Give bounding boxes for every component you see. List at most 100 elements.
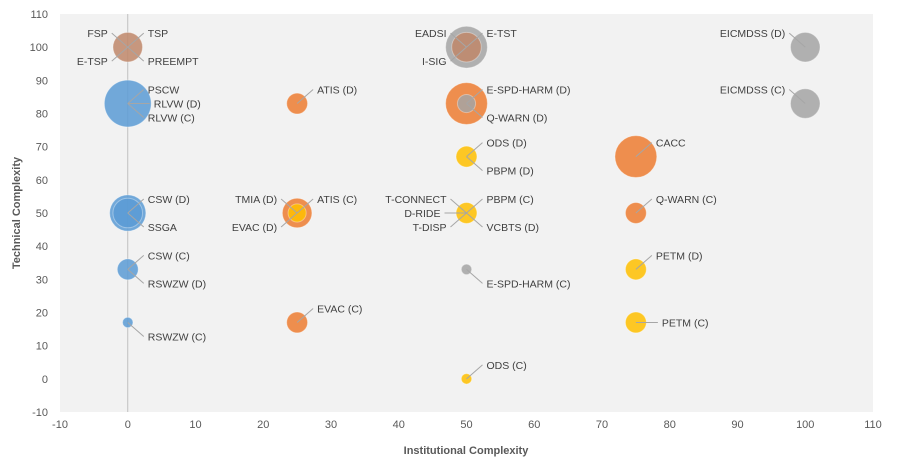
point-label: ODS (D) [487,138,527,150]
point-labels: FSP TSP PREEMPT E-TSP PSCW RLVW (D) RLVW (C) CS… [77,28,806,380]
label-leader-line [466,142,483,157]
x-tick-label: 40 [393,419,405,431]
label-leader-line [635,255,653,270]
point-label: FSP [87,28,107,40]
label-leader-line [450,46,467,62]
point-label: RSWZW (C) [148,331,206,343]
point-label: T-DISP [413,222,447,234]
point-label: PBPM (D) [487,166,534,178]
label-leader-line [466,103,483,118]
y-tick-label: 100 [30,42,48,54]
y-axis-title: Technical Complexity [11,156,23,269]
x-tick-label: 80 [664,419,676,431]
label-leader-line [127,255,145,270]
point-label: CSW (D) [148,194,190,206]
point-label: PETM (D) [656,250,703,262]
point-label: E-TSP [77,56,108,68]
point-label: RSWZW (D) [148,278,206,290]
point-label: PETM (C) [662,317,709,329]
y-tick-label: 80 [36,109,48,121]
label-leader-line [450,198,467,214]
point-label: EVAC (D) [232,222,277,234]
x-tick-label: 20 [257,419,269,431]
x-axis-title: Institutional Complexity [404,445,530,457]
x-tick-label: 10 [189,419,201,431]
point-label: PSCW [148,85,180,97]
x-tick-label: 110 [864,419,882,431]
point-label: EADSI [415,28,447,40]
label-leader-line [127,198,145,214]
point-label: EICMDSS (C) [720,85,785,97]
point-label: RLVW (C) [148,113,195,125]
label-leader-line [127,322,145,337]
y-tick-label: 110 [30,9,48,21]
label-leader-line [466,269,483,284]
label-leader-line [466,198,483,214]
y-tick-label: 20 [36,308,48,320]
label-leader-line [450,212,467,228]
x-tick-label: 70 [596,419,608,431]
label-leader-line [788,89,806,104]
label-leader-line [450,32,467,48]
y-tick-label: 60 [36,175,48,187]
point-label: RLVW (D) [154,99,201,111]
y-tick-label: 50 [36,208,48,220]
x-tick-label: 60 [528,419,540,431]
label-leader-line [280,212,298,228]
y-tick-label: 90 [36,75,48,87]
point-label: SSGA [148,222,177,234]
point-label: EVAC (C) [317,303,362,315]
label-leader-line [466,212,483,228]
label-leader-line [466,156,483,171]
y-tick-label: 30 [36,274,48,286]
point-label: I-SIG [422,56,447,68]
label-leader-line [466,89,483,104]
x-tick-label: 0 [125,419,131,431]
point-label: Q-WARN (C) [656,194,717,206]
y-tick-label: 10 [36,341,48,353]
point-label: TSP [148,28,168,40]
label-leader-line [111,46,129,62]
point-label: E-SPD-HARM (D) [487,85,571,97]
point-label: Q-WARN (D) [487,113,548,125]
y-tick-label: 70 [36,142,48,154]
label-leader-line [788,32,806,48]
label-leader-line [280,198,298,214]
label-leader-line [127,269,145,284]
label-leader-line [296,198,314,214]
x-tick-labels: -10 0 10 20 30 40 50 60 70 80 90 100 110 [52,419,882,431]
y-tick-label: 40 [36,241,48,253]
point-label: PBPM (C) [487,194,534,206]
label-leader-line [127,89,145,104]
label-leader-line [466,364,483,380]
y-tick-labels: -10 0 10 20 30 40 50 60 70 80 90 100 110 [30,9,48,419]
x-tick-label: 90 [731,419,743,431]
label-leader-line [127,32,145,48]
point-label: ATIS (D) [317,85,357,97]
point-label: CSW (C) [148,250,190,262]
point-label: EICMDSS (D) [720,28,785,40]
x-tick-label: -10 [52,419,68,431]
point-label: E-SPD-HARM (C) [487,278,571,290]
label-leader-line [127,212,145,228]
point-label: CACC [656,138,686,150]
label-leader-line [635,198,653,214]
label-leader-line [296,89,314,104]
x-tick-label: 30 [325,419,337,431]
point-label: TMIA (D) [235,194,277,206]
point-label: ODS (C) [487,360,527,372]
label-leader-line [296,308,314,323]
label-leader-line [466,32,483,48]
y-tick-label: 0 [42,374,48,386]
point-label: VCBTS (D) [487,222,540,234]
label-leader-line [111,32,129,48]
point-label: T-CONNECT [385,194,447,206]
point-label: D-RIDE [404,208,440,220]
label-leader-line [127,46,145,62]
label-leader-line [127,103,145,118]
x-tick-label: 100 [796,419,814,431]
point-label: PREEMPT [148,56,199,68]
label-leader-line [635,142,653,157]
point-label: E-TST [487,28,518,40]
